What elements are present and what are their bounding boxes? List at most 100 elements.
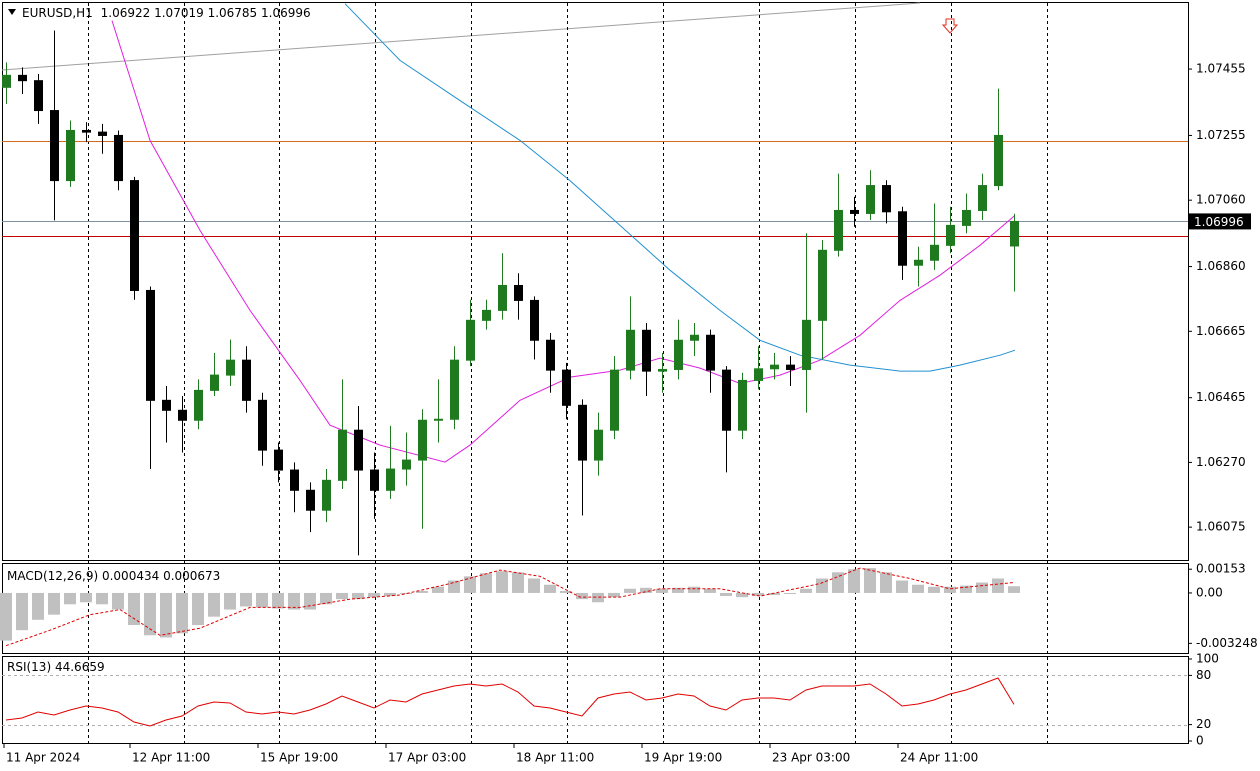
candle: [226, 339, 235, 387]
candle-body: [82, 129, 91, 133]
y-tick-label: 1.06075: [1196, 520, 1246, 534]
candle-body: [434, 418, 443, 421]
candle-body: [978, 185, 987, 211]
macd-bar: [768, 592, 780, 595]
candle: [418, 409, 427, 529]
macd-bar: [736, 592, 748, 598]
candle-body: [66, 129, 75, 182]
candle: [2, 62, 11, 104]
candle: [834, 173, 843, 257]
macd-bar: [880, 572, 892, 593]
macd-bar: [576, 592, 588, 600]
macd-bar: [624, 588, 636, 593]
candle-body: [178, 409, 187, 421]
candle-body: [786, 364, 795, 370]
y-tick-label: 1.06860: [1196, 259, 1246, 273]
candle-body: [514, 284, 523, 301]
macd-bar: [592, 592, 604, 603]
macd-bar: [240, 592, 252, 607]
macd-bar: [752, 592, 764, 597]
macd-bar: [304, 592, 316, 610]
candle-body: [146, 289, 155, 401]
candle: [274, 442, 283, 483]
rsi-value: 44.6659: [55, 660, 105, 674]
candle-body: [18, 74, 27, 82]
candle-body: [242, 359, 251, 401]
macd-bar: [416, 590, 428, 593]
macd-bar: [672, 587, 684, 593]
macd-bar: [848, 569, 860, 593]
y-tick-label: -0.003248: [1196, 636, 1258, 650]
candle-body: [866, 185, 875, 214]
macd-bar: [384, 592, 396, 597]
candle: [850, 196, 859, 227]
macd-bar: [608, 592, 620, 598]
candle: [290, 462, 299, 513]
candle: [370, 452, 379, 519]
candle-body: [674, 339, 683, 370]
candle: [914, 246, 923, 287]
candle-body: [258, 399, 267, 451]
candle-body: [322, 479, 331, 511]
candle-body: [994, 134, 1003, 187]
y-tick-label: 0.00: [1196, 585, 1223, 599]
macd-bar: [640, 587, 652, 593]
candle: [978, 173, 987, 221]
quote-high: 1.07019: [154, 6, 204, 20]
candle: [306, 482, 315, 533]
macd-bar: [784, 592, 796, 595]
candle: [34, 74, 43, 124]
candle-body: [450, 359, 459, 420]
rsi-header: RSI(13) 44.6659: [7, 660, 105, 674]
macd-title: MACD(12,26,9): [7, 569, 98, 583]
quote-open: 1.06922: [101, 6, 151, 20]
macd-bar: [320, 592, 332, 605]
y-tick-label: 20: [1196, 717, 1211, 731]
macd-bar: [400, 592, 412, 595]
candle: [98, 123, 107, 154]
macd-bar: [704, 588, 716, 593]
candle-body: [98, 131, 107, 136]
macd-bar: [224, 592, 236, 610]
candle-body: [498, 284, 507, 311]
macd-bar: [800, 588, 812, 593]
candle: [706, 329, 715, 393]
macd-bar: [208, 592, 220, 617]
x-tick-label: 19 Apr 19:00: [644, 751, 722, 765]
macd-bar: [928, 586, 940, 593]
arrow-marker: [941, 18, 959, 34]
candle: [50, 30, 59, 221]
candle-body: [354, 429, 363, 471]
candle-body: [770, 364, 779, 370]
candle-body: [370, 469, 379, 491]
candle: [178, 396, 187, 453]
candle-body: [930, 244, 939, 261]
macd-bar: [80, 592, 92, 603]
candle: [82, 122, 91, 143]
candle-body: [530, 299, 539, 341]
price-tag-bg: [1189, 213, 1251, 230]
candle-body: [722, 369, 731, 431]
macd-bar: [656, 588, 668, 593]
candle: [530, 296, 539, 360]
macd-bar: [960, 585, 972, 593]
macd-bar: [992, 578, 1004, 593]
candle-body: [306, 489, 315, 511]
candle-body: [642, 329, 651, 372]
rsi-line: [5, 677, 1015, 727]
macd-bar: [336, 592, 348, 600]
candle: [866, 170, 875, 221]
candle: [658, 352, 667, 393]
x-tick-label: 18 Apr 11:00: [516, 751, 594, 765]
candle-body: [402, 459, 411, 470]
macd-bar: [560, 590, 572, 593]
macd-signal-line: [5, 567, 1015, 647]
candle: [626, 296, 635, 380]
candle-body: [50, 110, 59, 182]
candle-body: [130, 180, 139, 291]
y-tick-label: 1.06465: [1196, 390, 1246, 404]
candle: [130, 176, 139, 300]
candle-body: [338, 429, 347, 481]
candle-body: [594, 429, 603, 461]
moving-average: [111, 20, 1016, 463]
